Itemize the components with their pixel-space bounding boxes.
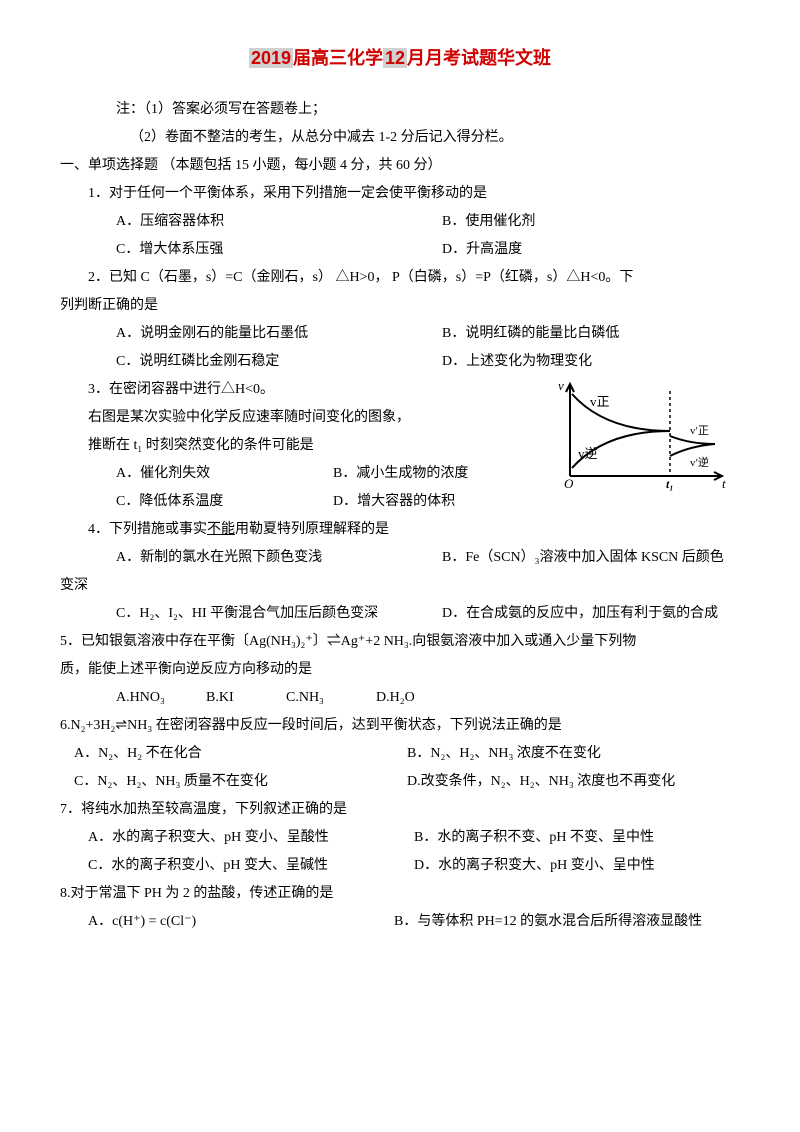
q3-block: 3．在密闭容器中进行△H<0。 右图是某次实验中化学反应速率随时间变化的图象， … xyxy=(60,376,740,516)
page-title: 2019届高三化学12月月考试题华文班 xyxy=(60,40,740,76)
q6-options-row2: C．N₂、H₂、NH₃ 质量不在变化 D.改变条件，N₂、H₂、NH₃ 浓度也不… xyxy=(60,768,740,796)
q1-options-row1: A．压缩容器体积 B．使用催化剂 xyxy=(60,208,740,236)
graph-vforward: v正 xyxy=(590,394,610,409)
q8-option-a: A．c(H⁺) = c(Cl⁻) xyxy=(60,908,394,936)
q1-option-a: A．压缩容器体积 xyxy=(60,208,414,236)
q5-stem-line1: 5．已知银氨溶液中存在平衡〔Ag(NH₃)₂⁺〕⇌Ag⁺+2 NH₃.向银氨溶液… xyxy=(60,628,740,656)
title-month: 12 xyxy=(383,48,407,68)
q4-options-row1: A．新制的氯水在光照下颜色变浅 B．Fe（SCN）₃溶液中加入固体 KSCN 后… xyxy=(60,544,740,572)
svg-text:O: O xyxy=(564,476,574,491)
q2-option-d: D．上述变化为物理变化 xyxy=(414,348,740,376)
q5-option-b: B.KI xyxy=(206,684,286,712)
q6-option-a: A．N₂、H₂ 不在化合 xyxy=(60,740,407,768)
q3-option-a: A．催化剂失效 xyxy=(60,460,333,488)
q7-option-d: D．水的离子积变大、pH 变小、呈中性 xyxy=(414,852,740,880)
q7-stem: 7．将纯水加热至较高温度，下列叙述正确的是 xyxy=(60,796,740,824)
q8-options-row1: A．c(H⁺) = c(Cl⁻) B．与等体积 PH=12 的氨水混合后所得溶液… xyxy=(60,908,740,936)
q7-option-c: C．水的离子积变小、pH 变大、呈碱性 xyxy=(60,852,414,880)
graph-vreverse: v逆 xyxy=(578,446,598,461)
q4-stem-a: 4．下列措施或事实 xyxy=(88,522,207,537)
q1-option-d: D．升高温度 xyxy=(414,236,740,264)
q7-option-b: B．水的离子积不变、pH 不变、呈中性 xyxy=(414,824,740,852)
title-text-1: 届高三化学 xyxy=(293,48,383,68)
graph-vreverse2: v′逆 xyxy=(690,455,709,469)
q5-option-d: D.H₂O xyxy=(376,684,466,712)
q8-stem: 8.对于常温下 PH 为 2 的盐酸，传述正确的是 xyxy=(60,880,740,908)
graph-y-label: v xyxy=(558,378,564,393)
q1-stem: 1．对于任何一个平衡体系，采用下列措施一定会使平衡移动的是 xyxy=(60,180,740,208)
q4-stem: 4．下列措施或事实不能用勒夏特列原理解释的是 xyxy=(60,516,740,544)
q7-options-row2: C．水的离子积变小、pH 变大、呈碱性 D．水的离子积变大、pH 变小、呈中性 xyxy=(60,852,740,880)
graph-t1-label: t₁ xyxy=(666,477,674,491)
q5-option-c: C.NH₃ xyxy=(286,684,376,712)
q6-stem: 6.N₂+3H₂⇌NH₃ 在密闭容器中反应一段时间后，达到平衡状态，下列说法正确… xyxy=(60,712,740,740)
q6-option-c: C．N₂、H₂、NH₃ 质量不在变化 xyxy=(60,768,407,796)
q1-options-row2: C．增大体系压强 D．升高温度 xyxy=(60,236,740,264)
q4-option-b-cont: 变深 xyxy=(60,572,740,600)
q3-option-b: B．减小生成物的浓度 xyxy=(333,460,550,488)
q4-option-d: D．在合成氨的反应中，加压有利于氨的合成 xyxy=(414,600,740,628)
q1-option-c: C．增大体系压强 xyxy=(60,236,414,264)
q6-options-row1: A．N₂、H₂ 不在化合 B．N₂、H₂、NH₃ 浓度不在变化 xyxy=(60,740,740,768)
q4-options-row2: C．H₂、I₂、HI 平衡混合气加压后颜色变深 D．在合成氨的反应中，加压有利于… xyxy=(60,600,740,628)
title-text-2: 月月考试题华文班 xyxy=(407,48,551,68)
q5-option-a: A.HNO₃ xyxy=(116,684,206,712)
q4-option-c: C．H₂、I₂、HI 平衡混合气加压后颜色变深 xyxy=(60,600,414,628)
q6-option-d: D.改变条件，N₂、H₂、NH₃ 浓度也不再变化 xyxy=(407,768,740,796)
graph-x-label: t xyxy=(722,476,726,491)
note-line-1: 注：（1）答案必须写在答题卷上； xyxy=(60,96,740,124)
q2-stem-line1: 2．已知 C（石墨，s）=C（金刚石，s） △H>0， P（白磷，s）=P（红磷… xyxy=(60,264,740,292)
q4-stem-b: 用勒夏特列原理解释的是 xyxy=(235,522,389,537)
q2-options-row1: A．说明金刚石的能量比石墨低 B．说明红磷的能量比白磷低 xyxy=(60,320,740,348)
q8-option-b: B．与等体积 PH=12 的氨水混合后所得溶液显酸性 xyxy=(394,908,740,936)
q2-options-row2: C．说明红磷比金刚石稳定 D．上述变化为物理变化 xyxy=(60,348,740,376)
q7-option-a: A．水的离子积变大、pH 变小、呈酸性 xyxy=(60,824,414,852)
q6-option-b: B．N₂、H₂、NH₃ 浓度不在变化 xyxy=(407,740,740,768)
title-year: 2019 xyxy=(249,48,293,68)
rate-time-graph: v t O t₁ v正 v逆 v′正 v′逆 xyxy=(550,376,730,496)
q7-options-row1: A．水的离子积变大、pH 变小、呈酸性 B．水的离子积不变、pH 不变、呈中性 xyxy=(60,824,740,852)
q5-stem-line2: 质，能使上述平衡向逆反应方向移动的是 xyxy=(60,656,740,684)
section-heading: 一、单项选择题 （本题包括 15 小题，每小题 4 分，共 60 分） xyxy=(60,152,740,180)
q2-option-a: A．说明金刚石的能量比石墨低 xyxy=(60,320,414,348)
q3-option-d: D．增大容器的体积 xyxy=(333,488,550,516)
q4-stem-underline: 不能 xyxy=(207,522,235,537)
q3-option-c: C．降低体系温度 xyxy=(60,488,333,516)
q4-option-b: B．Fe（SCN）₃溶液中加入固体 KSCN 后颜色 xyxy=(414,544,740,572)
q1-option-b: B．使用催化剂 xyxy=(414,208,740,236)
q2-option-c: C．说明红磷比金刚石稳定 xyxy=(60,348,414,376)
q4-option-a: A．新制的氯水在光照下颜色变浅 xyxy=(60,544,414,572)
q2-stem-line2: 列判断正确的是 xyxy=(60,292,740,320)
note-line-2: （2）卷面不整洁的考生，从总分中减去 1-2 分后记入得分栏。 xyxy=(60,124,740,152)
q2-option-b: B．说明红磷的能量比白磷低 xyxy=(414,320,740,348)
graph-vforward2: v′正 xyxy=(690,425,709,437)
q5-options: A.HNO₃ B.KI C.NH₃ D.H₂O xyxy=(60,684,740,712)
